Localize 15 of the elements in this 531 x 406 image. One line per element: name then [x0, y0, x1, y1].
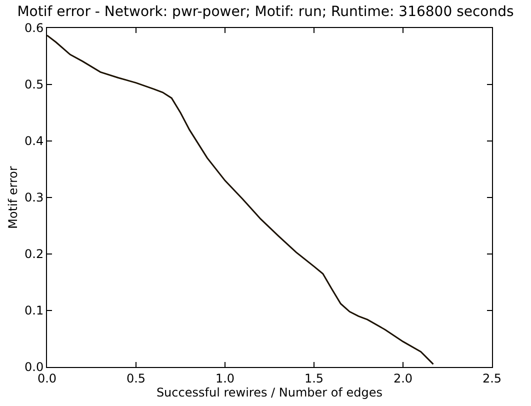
x-tick-label: 2.5 — [482, 371, 502, 386]
y-tick-label: 0.1 — [24, 304, 44, 318]
x-tick-label: 2.0 — [393, 371, 413, 386]
x-tick-label: 1.0 — [215, 371, 235, 386]
y-tick-label: 0.6 — [24, 21, 44, 36]
y-tick-label: 0.3 — [24, 190, 44, 205]
y-tick-label: 0.5 — [24, 78, 44, 92]
y-axis-title: Motif error — [6, 166, 20, 229]
y-tick-label: 0.4 — [24, 134, 44, 148]
line-series — [47, 34, 434, 365]
x-tick-label: 1.5 — [304, 371, 324, 386]
x-tick-label: 0.5 — [126, 371, 146, 386]
x-axis-title: Successful rewires / Number of edges — [156, 385, 383, 400]
chart-title: Motif error - Network: pwr-power; Motif: run; Runtime: 316800 seconds — [17, 4, 514, 20]
y-tick-label: 0.2 — [24, 247, 44, 262]
